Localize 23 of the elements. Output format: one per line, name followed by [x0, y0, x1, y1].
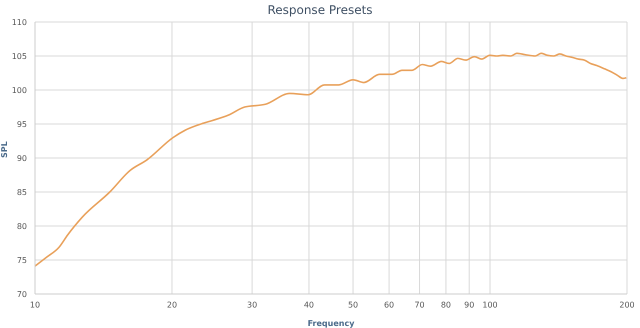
y-tick-label: 80 — [16, 222, 27, 231]
y-tick-label: 75 — [16, 256, 27, 265]
x-axis-title: Frequency — [308, 319, 356, 328]
x-tick-label: 50 — [348, 300, 358, 310]
y-tick-label: 105 — [12, 52, 27, 61]
x-tick-label: 100 — [482, 300, 498, 310]
x-tick-label: 20 — [166, 300, 178, 310]
y-tick-label: 100 — [12, 86, 27, 95]
y-tick-label: 85 — [16, 188, 27, 197]
y-tick-label: 90 — [16, 154, 27, 163]
x-tick-label: 90 — [464, 300, 474, 310]
x-tick-label: 70 — [414, 300, 425, 310]
x-tick-label: 40 — [304, 300, 314, 310]
y-tick-label: 110 — [12, 18, 27, 27]
x-tick-label: 10 — [30, 300, 40, 310]
x-tick-label: 60 — [384, 300, 394, 310]
y-tick-label: 70 — [16, 290, 27, 299]
x-tick-label: 80 — [440, 300, 452, 310]
y-axis-title: SPL — [0, 141, 9, 158]
x-tick-label: 30 — [247, 300, 258, 310]
y-tick-label: 95 — [16, 120, 27, 129]
chart-title: Response Presets — [266, 3, 374, 17]
x-tick-label: 200 — [619, 300, 635, 310]
